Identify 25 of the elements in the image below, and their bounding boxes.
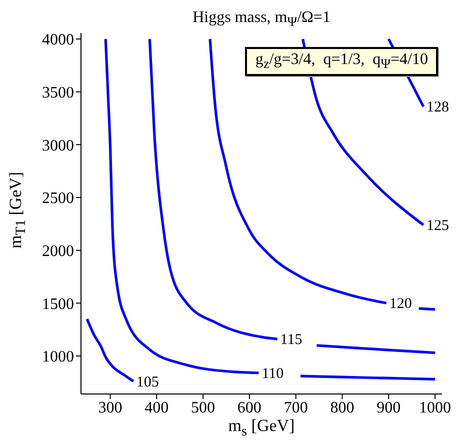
- x-axis-title: m$_{s}$ [GeV]: [227, 416, 296, 440]
- x-tick-label: 300: [98, 399, 122, 416]
- series-label: 105: [136, 374, 159, 390]
- series-label: 125: [426, 218, 449, 234]
- x-tick-label: 900: [376, 399, 401, 416]
- y-tick-label: 4000: [42, 32, 74, 49]
- y-tick-label: 1500: [42, 296, 74, 313]
- y-tick-label: 2500: [42, 190, 74, 208]
- series-label: 128: [426, 100, 449, 116]
- x-tick-label: 1000: [419, 399, 452, 416]
- x-tick-label: 500: [191, 399, 216, 416]
- y-tick-label: 1000: [42, 348, 74, 366]
- annotation: g$_{z}$/g=3/4, q=1/3, q$_{Ψ}$=4/10: [245, 47, 438, 76]
- series-label: 115: [280, 332, 302, 348]
- x-tick-label: 400: [144, 399, 169, 416]
- line-series: [86, 318, 135, 383]
- y-tick-label: 3500: [42, 84, 74, 102]
- x-tick-label: 700: [284, 399, 308, 416]
- x-tick-label: 600: [237, 399, 262, 416]
- y-tick-label: 3000: [42, 137, 74, 154]
- series-label: 110: [262, 366, 284, 382]
- x-tick-label: 800: [330, 399, 354, 416]
- series-label: 120: [389, 296, 412, 312]
- chart-title: Higgs mass, m$_{Ψ}$/Ω=1: [192, 9, 332, 30]
- y-tick-label: 2000: [42, 243, 74, 260]
